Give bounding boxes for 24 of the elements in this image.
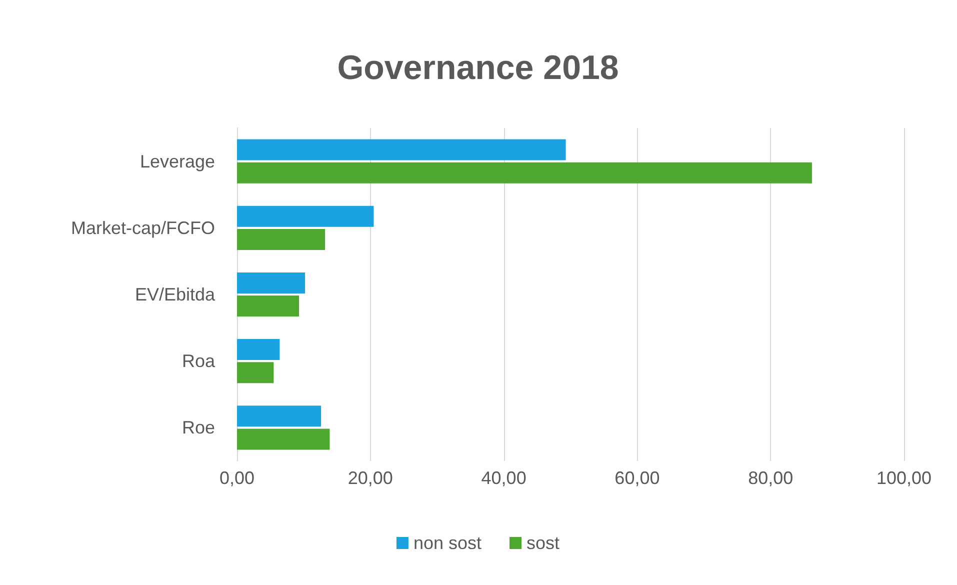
bar xyxy=(237,296,300,317)
x-tick-label: 80,00 xyxy=(748,468,794,488)
legend-label: non sost xyxy=(413,533,482,553)
bar xyxy=(237,206,374,227)
y-tick-label: Roe xyxy=(182,418,215,438)
bar xyxy=(237,406,322,427)
bar xyxy=(237,162,812,184)
y-tick-label: EV/Ebitda xyxy=(134,284,216,304)
bar xyxy=(237,228,326,250)
x-tick-label: 40,00 xyxy=(481,468,526,488)
chart-title: Governance 2018 xyxy=(337,49,619,87)
x-tick-label: 0,00 xyxy=(219,468,255,488)
bar xyxy=(237,139,566,160)
y-tick-label: Roa xyxy=(182,351,216,372)
bar xyxy=(237,339,280,360)
y-tick-label: Leverage xyxy=(140,151,215,172)
legend-label: sost xyxy=(526,533,560,553)
bar xyxy=(237,362,274,384)
y-tick-label: Market-cap/FCFO xyxy=(70,218,215,238)
bar xyxy=(237,428,330,450)
x-tick-label: 60,00 xyxy=(614,468,660,488)
bar xyxy=(237,272,306,294)
x-tick-label: 100,00 xyxy=(876,468,932,488)
x-tick-label: 20,00 xyxy=(348,468,393,488)
